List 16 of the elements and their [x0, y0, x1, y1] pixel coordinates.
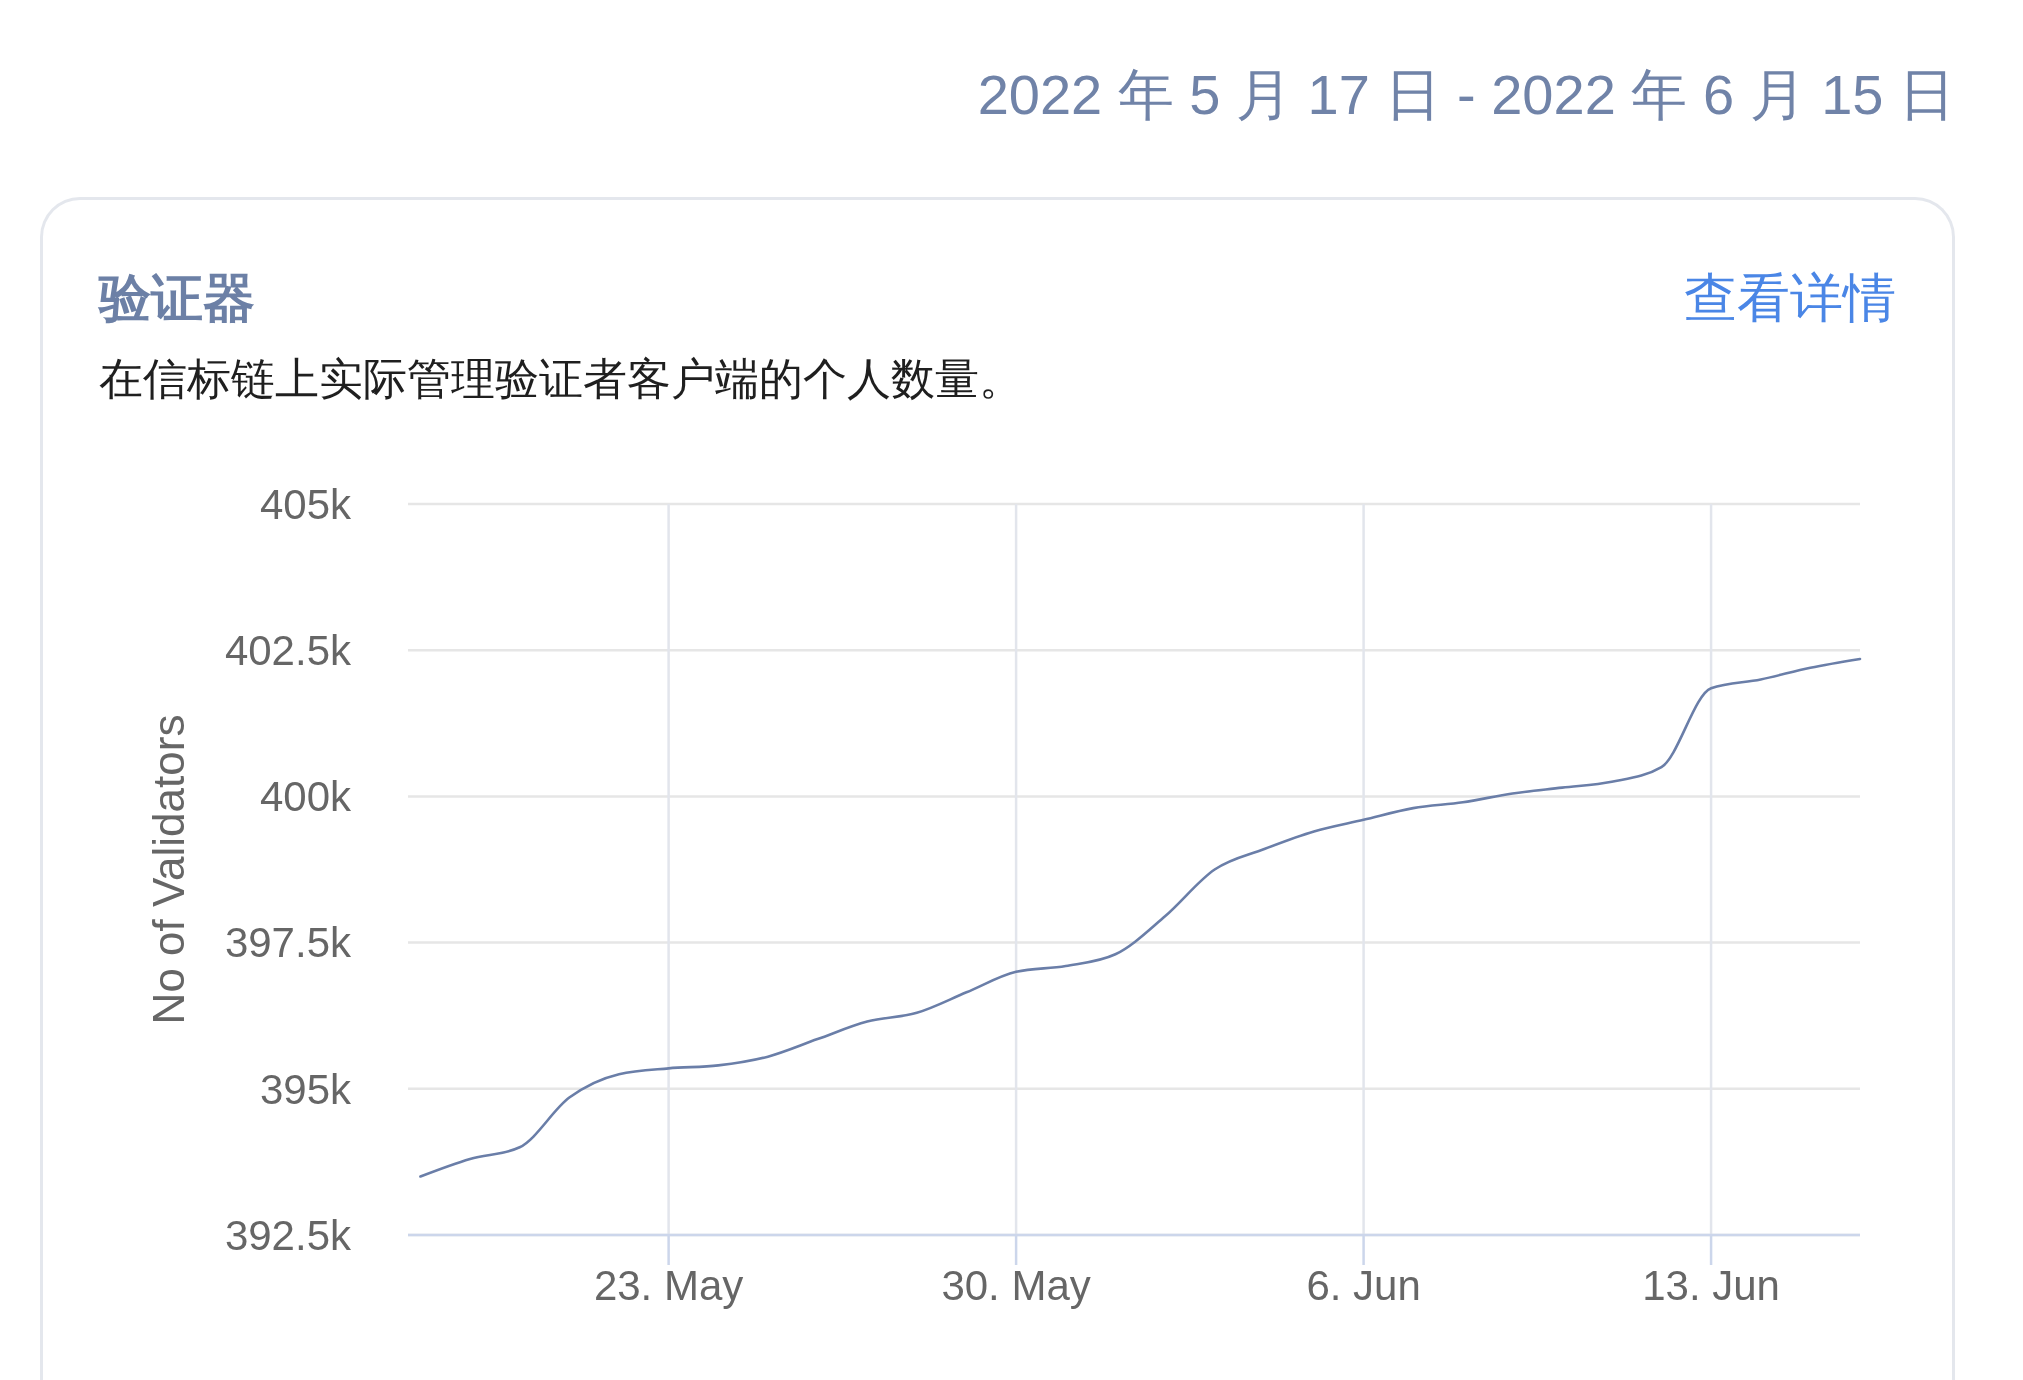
x-tick-label: 23. May — [593, 1262, 744, 1309]
x-tick-label: 30. May — [941, 1262, 1091, 1309]
y-tick-label: 392.5k — [224, 1211, 352, 1259]
y-tick-label: 405k — [259, 480, 352, 528]
chart-title: 验证器 — [97, 269, 255, 327]
chart-subtitle: 在信标链上实际管理验证者客户端的个人数量。 — [99, 354, 1023, 403]
x-tick-label: 6. Jun — [1306, 1262, 1421, 1309]
y-tick-label: 395k — [259, 1065, 352, 1113]
text: 2022 年 5 月 17 日 - 2022 年 6 月 15 日 — [977, 63, 1955, 126]
line-series — [419, 657, 1862, 1178]
y-tick-label: 397.5k — [224, 919, 352, 967]
y-axis-title: No of Validators — [144, 714, 194, 1025]
y-tick-label: 402.5k — [224, 626, 352, 674]
x-tick-label: 13. Jun — [1642, 1262, 1780, 1309]
y-tick-label: 400k — [259, 773, 352, 821]
text: 查看详情 — [1684, 268, 1896, 327]
